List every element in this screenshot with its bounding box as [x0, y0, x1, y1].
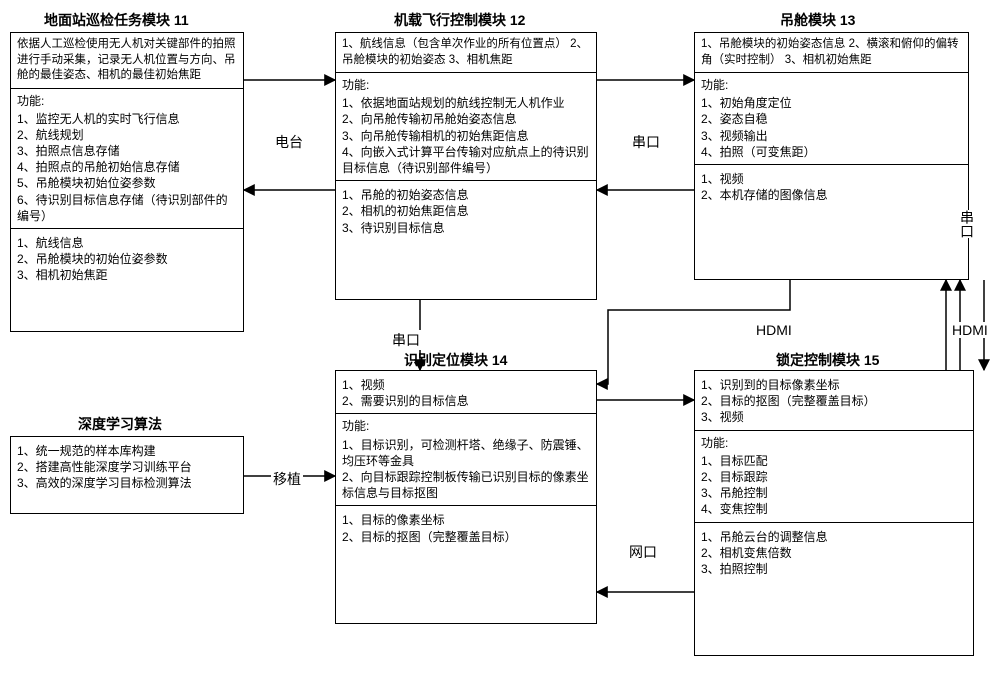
- list-item: 2、姿态自稳: [701, 111, 962, 127]
- m12-functions: 功能: 1、依据地面站规划的航线控制无人机作业2、向吊舱传输初吊舱始姿态信息3、…: [336, 73, 596, 181]
- m15-functions: 功能: 1、目标匹配2、目标跟踪3、吊舱控制4、变焦控制: [695, 431, 973, 523]
- module-12-title: 机载飞行控制模块 12: [394, 10, 525, 30]
- m13-functions: 功能: 1、初始角度定位2、姿态自稳3、视频输出4、拍照（可变焦距）: [695, 73, 968, 165]
- module-14-box: 1、视频2、需要识别的目标信息 功能: 1、目标识别，可检测杆塔、绝缘子、防震锤…: [335, 370, 597, 624]
- m15-outputs: 1、吊舱云台的调整信息2、相机变焦倍数3、拍照控制: [695, 523, 973, 582]
- list-item: 1、视频: [701, 171, 962, 187]
- list-item: 2、本机存储的图像信息: [701, 187, 962, 203]
- list-item: 1、统一规范的样本库构建: [17, 443, 237, 459]
- list-item: 3、待识别目标信息: [342, 220, 590, 236]
- module-15-box: 1、识别到的目标像素坐标2、目标的抠图（完整覆盖目标）3、视频 功能: 1、目标…: [694, 370, 974, 656]
- m11-intro: 依据人工巡检使用无人机对关键部件的拍照进行手动采集，记录无人机位置与方向、吊舱的…: [11, 33, 243, 89]
- list-item: 2、航线规划: [17, 127, 237, 143]
- list-item: 1、初始角度定位: [701, 95, 962, 111]
- list-item: 1、吊舱的初始姿态信息: [342, 187, 590, 203]
- list-item: 3、吊舱控制: [701, 485, 967, 501]
- list-item: 2、目标的抠图（完整覆盖目标）: [342, 529, 590, 545]
- m12-outputs: 1、吊舱的初始姿态信息2、相机的初始焦距信息3、待识别目标信息: [336, 181, 596, 240]
- list-item: 1、目标匹配: [701, 453, 967, 469]
- list-item: 2、向目标跟踪控制板传输已识别目标的像素坐标信息与目标抠图: [342, 469, 590, 501]
- m14-functions: 功能: 1、目标识别，可检测杆塔、绝缘子、防震锤、均压环等金具2、向目标跟踪控制…: [336, 414, 596, 506]
- list-item: 2、相机变焦倍数: [701, 545, 967, 561]
- list-item: 1、目标识别，可检测杆塔、绝缘子、防震锤、均压环等金具: [342, 437, 590, 469]
- list-item: 1、吊舱云台的调整信息: [701, 529, 967, 545]
- list-item: 3、向吊舱传输相机的初始焦距信息: [342, 128, 590, 144]
- list-item: 3、高效的深度学习目标检测算法: [17, 475, 237, 491]
- list-item: 3、相机初始焦距: [17, 267, 237, 283]
- label-serial-2: 串口: [955, 210, 979, 238]
- list-item: 2、搭建高性能深度学习训练平台: [17, 459, 237, 475]
- list-item: 1、监控无人机的实时飞行信息: [17, 111, 237, 127]
- list-item: 2、向吊舱传输初吊舱始姿态信息: [342, 111, 590, 127]
- m11-fn-label: 功能:: [17, 93, 237, 109]
- list-item: 2、相机的初始焦距信息: [342, 203, 590, 219]
- list-item: 1、依据地面站规划的航线控制无人机作业: [342, 95, 590, 111]
- list-item: 4、向嵌入式计算平台传输对应航点上的待识别目标信息（待识别部件编号）: [342, 144, 590, 176]
- m12-fn-label: 功能:: [342, 77, 590, 93]
- m13-intro: 1、吊舱模块的初始姿态信息 2、横滚和俯仰的偏转角（实时控制） 3、相机初始焦距: [695, 33, 968, 73]
- module-11-title: 地面站巡检任务模块 11: [44, 10, 189, 30]
- m14-outputs: 1、目标的像素坐标2、目标的抠图（完整覆盖目标）: [336, 506, 596, 548]
- list-item: 4、拍照（可变焦距）: [701, 144, 962, 160]
- list-item: 1、视频: [342, 377, 590, 393]
- list-item: 3、视频输出: [701, 128, 962, 144]
- m13-fn-label: 功能:: [701, 77, 962, 93]
- m14-fn-label: 功能:: [342, 418, 590, 434]
- module-15-title: 锁定控制模块 15: [776, 350, 879, 370]
- module-11-box: 依据人工巡检使用无人机对关键部件的拍照进行手动采集，记录无人机位置与方向、吊舱的…: [10, 32, 244, 332]
- list-item: 6、待识别目标信息存储（待识别部件的编号）: [17, 192, 237, 224]
- list-item: 2、目标跟踪: [701, 469, 967, 485]
- module-13-title: 吊舱模块 13: [780, 10, 855, 30]
- list-item: 1、目标的像素坐标: [342, 512, 590, 528]
- list-item: 4、变焦控制: [701, 501, 967, 517]
- list-item: 5、吊舱模块初始位姿参数: [17, 175, 237, 191]
- deep-learning-title: 深度学习算法: [78, 414, 162, 434]
- label-transplant: 移植: [271, 469, 303, 489]
- label-radio: 电台: [273, 132, 305, 152]
- list-item: 1、识别到的目标像素坐标: [701, 377, 967, 393]
- list-item: 2、吊舱模块的初始位姿参数: [17, 251, 237, 267]
- m15-fn-label: 功能:: [701, 435, 967, 451]
- dl-items: 1、统一规范的样本库构建2、搭建高性能深度学习训练平台3、高效的深度学习目标检测…: [11, 437, 243, 496]
- module-13-box: 1、吊舱模块的初始姿态信息 2、横滚和俯仰的偏转角（实时控制） 3、相机初始焦距…: [694, 32, 969, 280]
- list-item: 1、航线信息: [17, 235, 237, 251]
- list-item: 3、视频: [701, 409, 967, 425]
- list-item: 3、拍照点信息存储: [17, 143, 237, 159]
- m12-intro: 1、航线信息（包含单次作业的所有位置点） 2、吊舱模块的初始姿态 3、相机焦距: [336, 33, 596, 73]
- module-14-title: 识别定位模块 14: [404, 350, 507, 370]
- m11-functions: 功能: 1、监控无人机的实时飞行信息2、航线规划3、拍照点信息存储4、拍照点的吊…: [11, 89, 243, 230]
- m15-inputs: 1、识别到的目标像素坐标2、目标的抠图（完整覆盖目标）3、视频: [695, 371, 973, 431]
- list-item: 4、拍照点的吊舱初始信息存储: [17, 159, 237, 175]
- m11-outputs: 1、航线信息2、吊舱模块的初始位姿参数3、相机初始焦距: [11, 229, 243, 288]
- module-12-box: 1、航线信息（包含单次作业的所有位置点） 2、吊舱模块的初始姿态 3、相机焦距 …: [335, 32, 597, 300]
- m14-inputs: 1、视频2、需要识别的目标信息: [336, 371, 596, 414]
- list-item: 2、目标的抠图（完整覆盖目标）: [701, 393, 967, 409]
- label-netport: 网口: [627, 542, 659, 562]
- deep-learning-box: 1、统一规范的样本库构建2、搭建高性能深度学习训练平台3、高效的深度学习目标检测…: [10, 436, 244, 514]
- label-serial-3: 串口: [390, 330, 422, 350]
- label-serial-1: 串口: [630, 132, 662, 152]
- m13-outputs: 1、视频2、本机存储的图像信息: [695, 165, 968, 207]
- list-item: 3、拍照控制: [701, 561, 967, 577]
- label-hdmi-1: HDMI: [754, 322, 794, 338]
- list-item: 2、需要识别的目标信息: [342, 393, 590, 409]
- label-hdmi-2: HDMI: [950, 322, 990, 338]
